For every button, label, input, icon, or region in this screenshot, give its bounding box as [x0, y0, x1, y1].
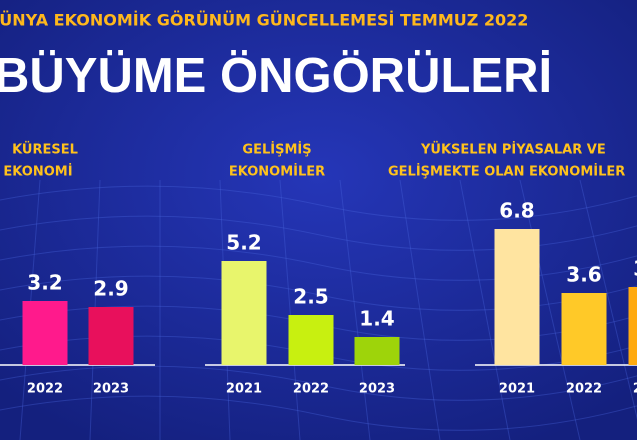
panel-title: EKONOMİ	[3, 164, 72, 180]
x-tick-label: 2022	[293, 382, 329, 397]
bar	[494, 229, 540, 365]
value-label: 3.9	[633, 257, 637, 281]
panel-title: EKONOMİLER	[229, 164, 325, 180]
bar	[88, 307, 134, 365]
bar	[288, 315, 334, 365]
x-tick-label: 2023	[633, 382, 637, 397]
bar	[354, 337, 400, 365]
value-label: 5.2	[226, 231, 261, 255]
bar	[22, 301, 68, 365]
panel-title: YÜKSELEN PİYASALAR VE	[420, 142, 606, 158]
value-label: 3.2	[27, 271, 62, 295]
x-tick-label: 2023	[93, 382, 129, 397]
panel-title: GELİŞMEKTE OLAN EKONOMİLER	[388, 164, 625, 180]
value-label: 2.5	[293, 285, 328, 309]
x-tick-label: 2021	[499, 382, 535, 397]
panel-title: KÜRESEL	[12, 142, 78, 158]
value-label: 3.6	[566, 263, 601, 287]
x-tick-label: 2023	[359, 382, 395, 397]
subtitle: DÜNYA EKONOMİK GÖRÜNÜM GÜNCELLEMESİ TEMM…	[0, 11, 528, 30]
x-tick-label: 2022	[566, 382, 602, 397]
bar	[561, 293, 607, 365]
title: BÜYÜME ÖNGÖRÜLERİ	[0, 49, 552, 103]
x-tick-label: 2021	[226, 382, 262, 397]
value-label: 6.8	[499, 199, 534, 223]
x-tick-label: 2022	[27, 382, 63, 397]
value-label: 2.9	[93, 277, 128, 301]
value-label: 1.4	[359, 307, 394, 331]
bar	[221, 261, 267, 365]
bar	[628, 287, 637, 365]
panel-title: GELİŞMİŞ	[242, 142, 311, 158]
